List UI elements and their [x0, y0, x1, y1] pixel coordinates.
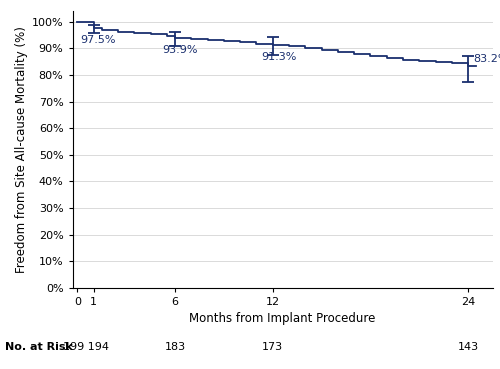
Text: 199 194: 199 194 — [62, 342, 108, 352]
X-axis label: Months from Implant Procedure: Months from Implant Procedure — [190, 313, 376, 325]
Text: 173: 173 — [262, 342, 283, 352]
Text: 183: 183 — [164, 342, 186, 352]
Text: 91.3%: 91.3% — [262, 52, 296, 62]
Text: 83.2%: 83.2% — [473, 54, 500, 64]
Text: 143: 143 — [458, 342, 478, 352]
Text: 93.9%: 93.9% — [162, 45, 198, 55]
Text: No. at Risk: No. at Risk — [5, 342, 73, 352]
Y-axis label: Freedom from Site All-cause Mortality (%): Freedom from Site All-cause Mortality (%… — [14, 26, 28, 273]
Text: 97.5%: 97.5% — [80, 35, 116, 45]
